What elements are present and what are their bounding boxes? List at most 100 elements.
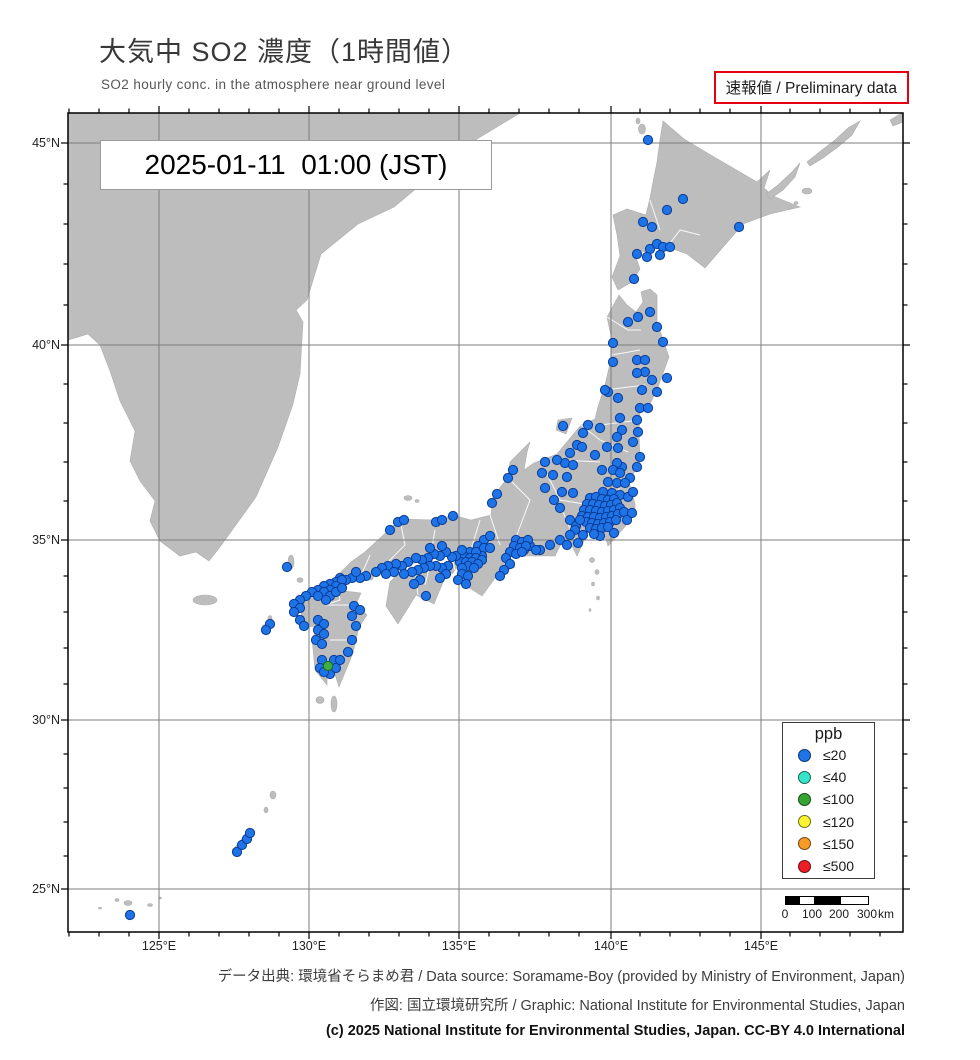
island	[588, 608, 592, 612]
prefecture-border	[544, 469, 591, 506]
land-polygon	[334, 288, 670, 597]
station-dot-blue	[494, 570, 506, 582]
station-dot-blue	[610, 514, 622, 526]
station-dot-blue	[607, 356, 619, 368]
station-dot-blue	[502, 472, 514, 484]
scale-bar-labels: 0 100 200 300 km	[781, 907, 894, 921]
station-dot-blue	[244, 827, 256, 839]
station-dot-blue	[646, 221, 658, 233]
station-dot-blue	[547, 469, 559, 481]
station-dot-blue	[602, 476, 614, 488]
land-polygon	[611, 120, 801, 291]
station-dot-blue	[582, 419, 594, 431]
station-dot-blue	[350, 620, 362, 632]
station-dot-blue	[504, 558, 516, 570]
station-dot-blue	[641, 251, 653, 263]
station-dot-blue	[733, 221, 745, 233]
page-title: 大気中 SO2 濃度（1時間値）	[99, 37, 470, 67]
scale-bar-segments	[785, 896, 869, 905]
station-dot-blue	[408, 578, 420, 590]
legend-item: ≤20	[783, 744, 874, 766]
station-dot-blue	[561, 471, 573, 483]
legend-item: ≤500	[783, 855, 874, 877]
station-dot-blue	[642, 134, 654, 146]
station-dot-blue	[334, 654, 346, 666]
station-dot-blue	[611, 431, 623, 443]
station-dot-blue	[456, 544, 468, 556]
scale-bar-tick-label: 200	[828, 907, 850, 921]
island	[596, 595, 600, 601]
legend-item-label: ≤500	[823, 858, 855, 875]
station-dot-blue	[677, 193, 689, 205]
station-dot-blue	[602, 521, 614, 533]
station-dot-blue	[281, 561, 293, 573]
station-dot-blue	[539, 456, 551, 468]
prefecture-border	[606, 316, 641, 331]
station-dot-blue	[316, 638, 328, 650]
station-dot-blue	[530, 544, 542, 556]
station-dot-blue	[554, 534, 566, 546]
station-dot-blue	[384, 524, 396, 536]
legend-color-dot	[798, 792, 811, 806]
station-dot-blue	[576, 441, 588, 453]
preliminary-data-badge: 速報値 / Preliminary data	[713, 71, 909, 104]
station-dot-blue	[556, 486, 568, 498]
island	[98, 906, 102, 910]
page-subtitle: SO2 hourly conc. in the atmosphere near …	[101, 77, 446, 92]
scale-bar-tick-label: 0	[781, 907, 789, 921]
station-dot-blue	[572, 537, 584, 549]
lat-tick-label: 45°N	[32, 136, 60, 150]
legend-color-dot	[798, 815, 811, 829]
timestamp-box: 2025-01-11 01:00 (JST)	[100, 140, 492, 190]
station-dot-blue	[398, 514, 410, 526]
island	[414, 499, 420, 503]
station-dot-blue	[410, 552, 422, 564]
scale-bar-segment	[841, 897, 868, 904]
lon-tick-label: 140°E	[593, 939, 629, 953]
station-dot-blue	[484, 530, 496, 542]
station-dot-blue	[612, 442, 624, 454]
station-dot-blue	[622, 316, 634, 328]
island	[594, 569, 600, 575]
station-dot-blue	[612, 392, 624, 404]
lat-tick-label: 30°N	[32, 713, 60, 727]
station-dot-blue	[564, 447, 576, 459]
legend-item-label: ≤150	[823, 835, 855, 852]
island	[591, 581, 595, 587]
station-dot-blue	[567, 487, 579, 499]
station-dot-blue	[544, 539, 556, 551]
station-dot-blue	[288, 606, 300, 618]
station-dot-blue	[491, 488, 503, 500]
station-dot-blue	[644, 306, 656, 318]
station-dot-blue	[370, 566, 382, 578]
station-dot-blue	[346, 610, 358, 622]
station-dot-blue	[627, 486, 639, 498]
station-dot-blue	[632, 426, 644, 438]
station-dot-blue	[614, 467, 626, 479]
scale-bar-segment	[800, 897, 814, 904]
scale-bar-tick-label: 300	[856, 907, 878, 921]
island	[263, 806, 269, 814]
station-dot-blue	[516, 546, 528, 558]
station-dot-blue	[608, 527, 620, 539]
station-dot-blue	[354, 604, 366, 616]
station-dot-blue	[642, 402, 654, 414]
legend-color-dot	[798, 859, 811, 873]
station-dot-blue	[260, 624, 272, 636]
station-dot-blue	[554, 502, 566, 514]
station-dot-blue	[661, 204, 673, 216]
island	[787, 205, 793, 209]
scale-bar-tick-label: 100	[801, 907, 823, 921]
station-dot-blue	[631, 367, 643, 379]
station-dot-blue	[312, 590, 324, 602]
station-dot-blue	[657, 336, 669, 348]
station-dot-blue	[646, 374, 658, 386]
station-dot-blue	[447, 510, 459, 522]
legend-item-label: ≤20	[823, 747, 847, 764]
island	[589, 557, 595, 563]
station-dot-blue	[124, 909, 136, 921]
station-dot-blue	[628, 273, 640, 285]
station-dot-blue	[452, 574, 464, 586]
island	[801, 187, 813, 195]
